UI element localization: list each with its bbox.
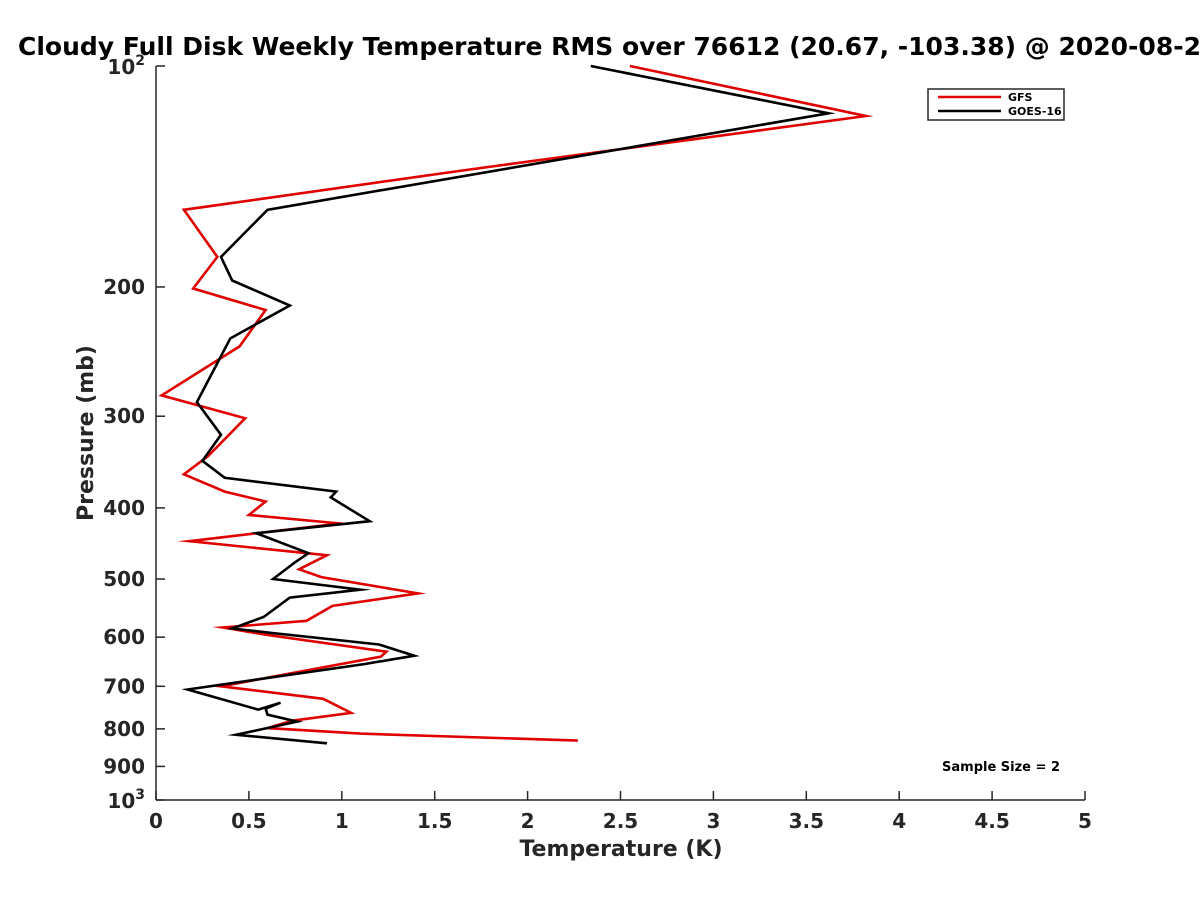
x-tick-label: 0.5 [231,809,266,833]
y-tick-label-exponent: 3 [135,787,145,803]
y-tick-label: 102 [107,53,145,79]
x-tick-label: 4 [892,809,906,833]
y-axis-label: Pressure (mb) [74,345,99,521]
x-tick-label: 4.5 [974,809,1009,833]
y-tick-label: 300 [103,404,145,428]
y-tick-label: 800 [103,717,145,741]
y-tick-label: 500 [103,567,145,591]
y-tick-label-base: 10 [107,789,135,813]
series-line-goes-16 [181,64,836,745]
x-tick-label: 3.5 [789,809,824,833]
y-tick-label: 700 [103,674,145,698]
x-axis-ticks: 0 0.5 1 1.5 2 2.5 3 3.5 4 4.5 5 [149,791,1092,833]
y-tick-label: 200 [103,275,145,299]
x-tick-label: 1 [335,809,349,833]
x-tick-label: 0 [149,809,163,833]
y-tick-label-exponent: 2 [135,53,145,69]
y-tick-label: 900 [103,754,145,778]
x-axis-label: Temperature (K) [519,837,722,862]
chart-title: Cloudy Full Disk Weekly Temperature RMS … [18,32,1200,61]
x-tick-label: 5 [1078,809,1092,833]
x-tick-label: 2 [521,809,535,833]
y-tick-label: 103 [107,787,145,813]
series-line-gfs [158,64,874,742]
series-layer [158,64,874,745]
y-tick-label: 600 [103,625,145,649]
legend-label-gfs: GFS [1008,91,1033,104]
y-tick-label: 400 [103,496,145,520]
y-tick-label-base: 10 [107,55,135,79]
plot-frame [155,66,1085,801]
sample-size-annotation: Sample Size = 2 [942,760,1060,775]
legend-box [927,88,1065,121]
legend-label-goes-16: GOES-16 [1008,105,1062,118]
x-tick-label: 1.5 [417,809,452,833]
x-tick-label: 3 [706,809,720,833]
x-tick-label: 2.5 [603,809,638,833]
